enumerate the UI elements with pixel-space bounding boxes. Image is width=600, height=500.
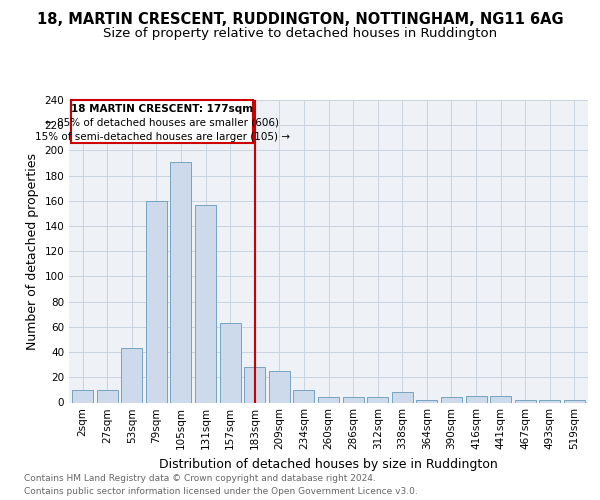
Bar <box>367 398 388 402</box>
Bar <box>220 323 241 402</box>
Bar <box>466 396 487 402</box>
Bar <box>343 398 364 402</box>
Bar <box>539 400 560 402</box>
Text: ← 85% of detached houses are smaller (606): ← 85% of detached houses are smaller (60… <box>46 118 280 128</box>
FancyBboxPatch shape <box>71 100 253 143</box>
Bar <box>195 204 216 402</box>
Text: Contains HM Land Registry data © Crown copyright and database right 2024.: Contains HM Land Registry data © Crown c… <box>24 474 376 483</box>
Bar <box>416 400 437 402</box>
Bar <box>146 201 167 402</box>
Y-axis label: Number of detached properties: Number of detached properties <box>26 153 39 350</box>
Bar <box>72 390 93 402</box>
Bar <box>318 398 339 402</box>
Bar <box>170 162 191 402</box>
Bar <box>269 371 290 402</box>
Text: Contains public sector information licensed under the Open Government Licence v3: Contains public sector information licen… <box>24 487 418 496</box>
Bar <box>244 367 265 402</box>
Bar <box>97 390 118 402</box>
X-axis label: Distribution of detached houses by size in Ruddington: Distribution of detached houses by size … <box>159 458 498 471</box>
Bar <box>392 392 413 402</box>
Bar <box>515 400 536 402</box>
Bar <box>490 396 511 402</box>
Text: 15% of semi-detached houses are larger (105) →: 15% of semi-detached houses are larger (… <box>35 132 290 141</box>
Text: Size of property relative to detached houses in Ruddington: Size of property relative to detached ho… <box>103 28 497 40</box>
Bar <box>293 390 314 402</box>
Bar <box>564 400 585 402</box>
Bar <box>441 398 462 402</box>
Text: 18 MARTIN CRESCENT: 177sqm: 18 MARTIN CRESCENT: 177sqm <box>71 104 254 114</box>
Text: 18, MARTIN CRESCENT, RUDDINGTON, NOTTINGHAM, NG11 6AG: 18, MARTIN CRESCENT, RUDDINGTON, NOTTING… <box>37 12 563 28</box>
Bar <box>121 348 142 403</box>
